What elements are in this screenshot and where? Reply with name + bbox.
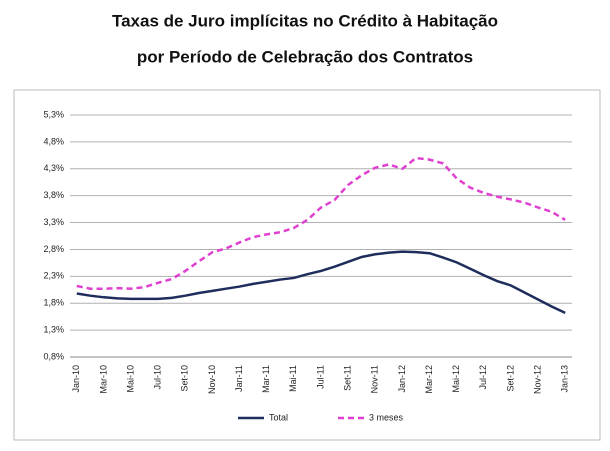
x-tick-label: Nov-11: [370, 365, 380, 393]
x-tick-label: Jan-10: [71, 365, 81, 393]
chart-subtitle: por Período de Celebração dos Contratos: [137, 47, 473, 66]
x-tick-label: Jan-12: [397, 365, 407, 393]
x-tick-label: Jul-11: [315, 365, 325, 389]
x-tick-label: Jan-13: [560, 365, 570, 393]
y-tick-label: 1,8%: [43, 298, 64, 308]
y-tick-label: 5,3%: [43, 109, 64, 119]
y-tick-label: 0,8%: [43, 351, 64, 361]
x-tick-label: Mar-10: [98, 365, 108, 394]
line-series: [76, 156, 566, 290]
x-tick-label: Nov-10: [207, 365, 217, 394]
y-tick-label: 2,8%: [43, 244, 64, 254]
x-tick-label: Nov-12: [532, 365, 542, 394]
x-tick-label: Set-10: [180, 365, 190, 392]
y-tick-label: 4,3%: [43, 163, 64, 173]
x-tick-label: Jul-10: [153, 365, 163, 390]
x-tick-label: Jul-12: [478, 365, 488, 390]
x-tick-label: Set-12: [505, 365, 515, 392]
y-tick-label: 3,3%: [43, 217, 64, 227]
y-tick-label: 3,8%: [43, 190, 64, 200]
x-tick-label: Set-11: [343, 365, 353, 391]
x-tick-label: Jan-11: [234, 365, 244, 392]
x-tick-label: Mai-11: [288, 365, 298, 392]
y-tick-label: 2,3%: [43, 271, 64, 281]
legend-label: Total: [269, 412, 288, 422]
x-tick-label: Mar-12: [424, 365, 434, 394]
chart-border: [13, 89, 601, 441]
x-tick-label: Mar-11: [261, 365, 271, 393]
line-series: [76, 250, 566, 315]
y-tick-label: 1,3%: [43, 324, 64, 334]
legend-label: 3 meses: [369, 412, 404, 422]
chart-title: Taxas de Juro implícitas no Crédito à Ha…: [112, 11, 498, 30]
y-tick-label: 4,8%: [43, 136, 64, 146]
x-tick-label: Mai-10: [125, 365, 135, 393]
x-tick-label: Mai-12: [451, 365, 461, 393]
